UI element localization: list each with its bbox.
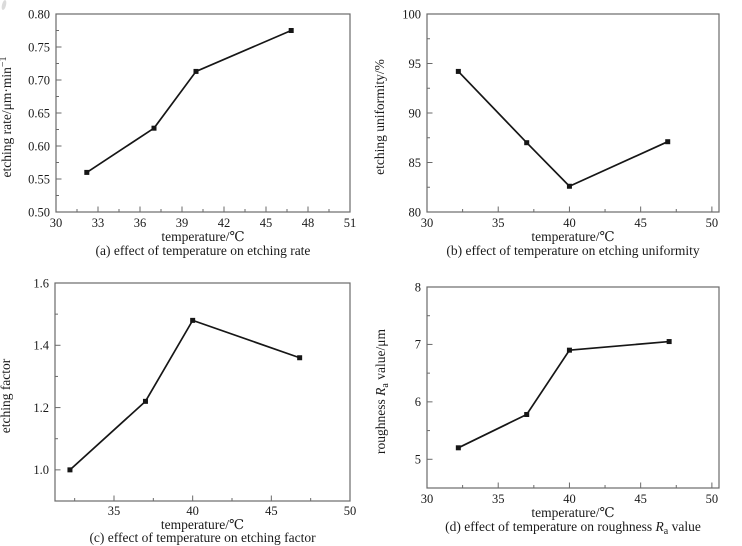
- y-tick-label: 100: [402, 7, 421, 21]
- y-tick-label: 0.55: [28, 172, 50, 186]
- chart-roughness: 30 35 40 45 50 5 6 7 8 roughness Ra value/μm tempe…: [371, 273, 742, 546]
- y-tick-label: 8: [415, 280, 421, 294]
- y-tick-label: 80: [409, 205, 422, 219]
- x-tick-label: 40: [563, 216, 576, 230]
- data-line: [457, 340, 670, 449]
- y-tick-label: 7: [415, 338, 421, 352]
- data-point-marker: [67, 467, 73, 473]
- x-tick-label: 40: [186, 504, 199, 518]
- x-tick-label: 35: [108, 504, 121, 518]
- data-point-marker: [524, 140, 530, 146]
- data-point-marker: [665, 139, 671, 145]
- x-tick-label: 45: [260, 216, 273, 230]
- chart-caption: (b) effect of temperature on etching uni…: [446, 243, 699, 258]
- y-tick-label: 1.6: [33, 276, 49, 290]
- chart-etching-uniformity-svg: 30 35 40 45 50 80 85 90 95 100 etching uniformity/…: [372, 7, 720, 258]
- chart-etching-rate: 30 33 36 39 42 45 48 51 0.50 0.55 0.60 0.65 0.70 0.75…: [0, 0, 371, 273]
- x-tick-label: 51: [344, 216, 357, 230]
- x-tick-label: 48: [302, 216, 315, 230]
- x-tick-label: 35: [492, 492, 505, 506]
- y-tick-label: 1.4: [33, 339, 49, 353]
- y-axis-title: etching rate/μm·min−1: [0, 57, 14, 178]
- chart-caption: (a) effect of temperature on etching rat…: [96, 243, 311, 258]
- plot-frame: [54, 282, 351, 502]
- data-point-marker: [142, 398, 148, 404]
- x-tick-label: 42: [218, 216, 231, 230]
- x-tick-label: 40: [563, 492, 576, 506]
- data-point-marker: [151, 125, 157, 131]
- y-tick-label: 5: [415, 453, 421, 467]
- y-tick-label: 1.0: [33, 463, 49, 477]
- y-tick-label: 0.65: [28, 106, 50, 120]
- x-tick-label: 50: [706, 216, 719, 230]
- x-tick-label: 35: [492, 216, 505, 230]
- x-axis-title: temperature/℃: [161, 517, 244, 532]
- y-tick-label: 0.70: [28, 73, 50, 87]
- data-point-marker: [193, 68, 199, 74]
- y-tick-label: 0.80: [28, 7, 50, 21]
- chart-etching-uniformity: 30 35 40 45 50 80 85 90 95 100 etching uniformity/…: [371, 0, 742, 273]
- data-point-marker: [524, 411, 530, 417]
- y-axis-title: roughness Ra value/μm: [373, 329, 391, 454]
- x-axis-title: temperature/℃: [531, 229, 614, 244]
- x-tick-label: 30: [421, 492, 434, 506]
- x-tick-label: 30: [421, 216, 434, 230]
- plot-frame: [55, 13, 351, 213]
- data-line: [69, 319, 300, 471]
- plot-frame: [426, 286, 720, 489]
- y-axis-title: etching factor: [0, 358, 13, 433]
- y-tick-label: 1.2: [33, 401, 49, 415]
- data-line: [457, 70, 669, 188]
- chart-etching-factor-svg: 35 40 45 50 1.0 1.2 1.4 1.6 etching factor temper…: [0, 276, 357, 545]
- y-tick-label: 0.75: [28, 40, 50, 54]
- y-tick-label: 0.60: [28, 139, 50, 153]
- chart-caption: (d) effect of temperature on roughness R…: [445, 519, 701, 537]
- data-point-marker: [666, 339, 672, 345]
- x-tick-label: 36: [134, 216, 147, 230]
- x-axis-title: temperature/℃: [161, 229, 244, 244]
- data-point-marker: [190, 317, 196, 323]
- data-point-marker: [455, 68, 461, 74]
- y-tick-label: 0.50: [28, 205, 50, 219]
- data-line: [86, 29, 292, 174]
- x-tick-label: 50: [706, 492, 719, 506]
- data-point-marker: [297, 355, 303, 361]
- y-tick-label: 90: [409, 106, 422, 120]
- data-point-marker: [288, 28, 294, 33]
- chart-etching-factor: 35 40 45 50 1.0 1.2 1.4 1.6 etching factor temper…: [0, 273, 371, 546]
- x-tick-label: 45: [634, 216, 647, 230]
- x-tick-label: 45: [265, 504, 278, 518]
- y-tick-label: 95: [409, 57, 422, 71]
- y-tick-label: 6: [415, 395, 421, 409]
- y-tick-label: 85: [409, 156, 422, 170]
- chart-roughness-svg: 30 35 40 45 50 5 6 7 8 roughness Ra value/μm tempe…: [373, 280, 720, 537]
- y-axis-title: etching uniformity/%: [372, 59, 387, 175]
- data-point-marker: [566, 183, 572, 189]
- data-point-marker: [84, 169, 90, 175]
- x-tick-label: 33: [92, 216, 105, 230]
- data-point-marker: [566, 347, 572, 353]
- x-tick-label: 45: [634, 492, 647, 506]
- chart-caption: (c) effect of temperature on etching fac…: [89, 530, 316, 545]
- chart-etching-rate-svg: 30 33 36 39 42 45 48 51 0.50 0.55 0.60 0.65 0.70 0.75…: [0, 7, 357, 258]
- data-point-marker: [455, 445, 461, 451]
- x-tick-label: 30: [50, 216, 63, 230]
- plot-frame: [426, 13, 720, 213]
- x-tick-label: 39: [176, 216, 189, 230]
- x-tick-label: 50: [344, 504, 357, 518]
- x-axis-title: temperature/℃: [531, 505, 614, 520]
